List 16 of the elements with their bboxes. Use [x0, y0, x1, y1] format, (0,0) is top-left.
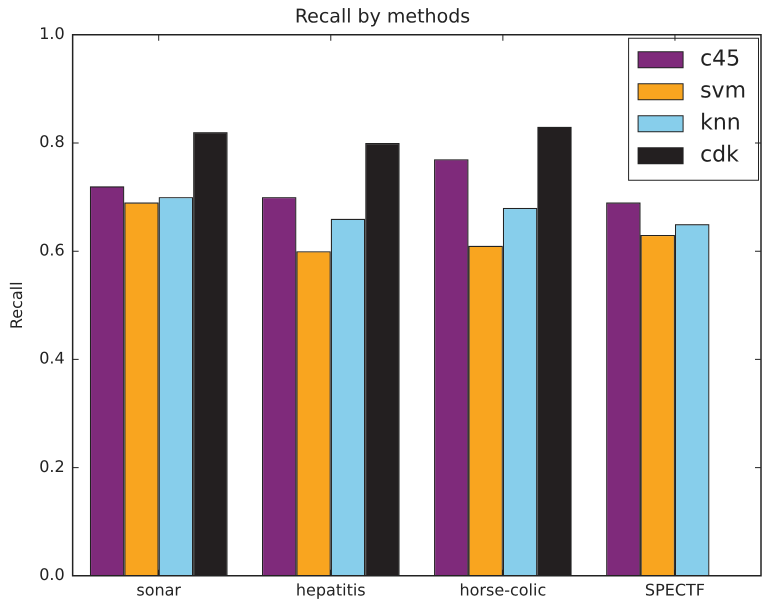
legend-label: c45 — [700, 46, 740, 72]
y-axis-title: Recall — [6, 281, 26, 330]
legend-label: cdk — [700, 142, 740, 168]
y-tick-label: 1.0 — [39, 24, 65, 43]
y-tick-label: 0.0 — [39, 564, 65, 584]
y-tick-label: 0.6 — [39, 240, 65, 260]
legend-label: knn — [700, 110, 741, 136]
y-tick-label: 0.2 — [39, 456, 65, 476]
x-tick-label: hepatitis — [296, 580, 366, 600]
y-tick-label: 0.4 — [39, 348, 65, 368]
x-tick-label: sonar — [136, 580, 182, 600]
chart-title: Recall by methods — [294, 5, 470, 28]
y-tick-label: 0.8 — [39, 132, 65, 152]
legend-label: svm — [700, 78, 746, 104]
x-tick-label: SPECTF — [644, 580, 705, 600]
x-tick-label: horse-colic — [460, 580, 546, 600]
